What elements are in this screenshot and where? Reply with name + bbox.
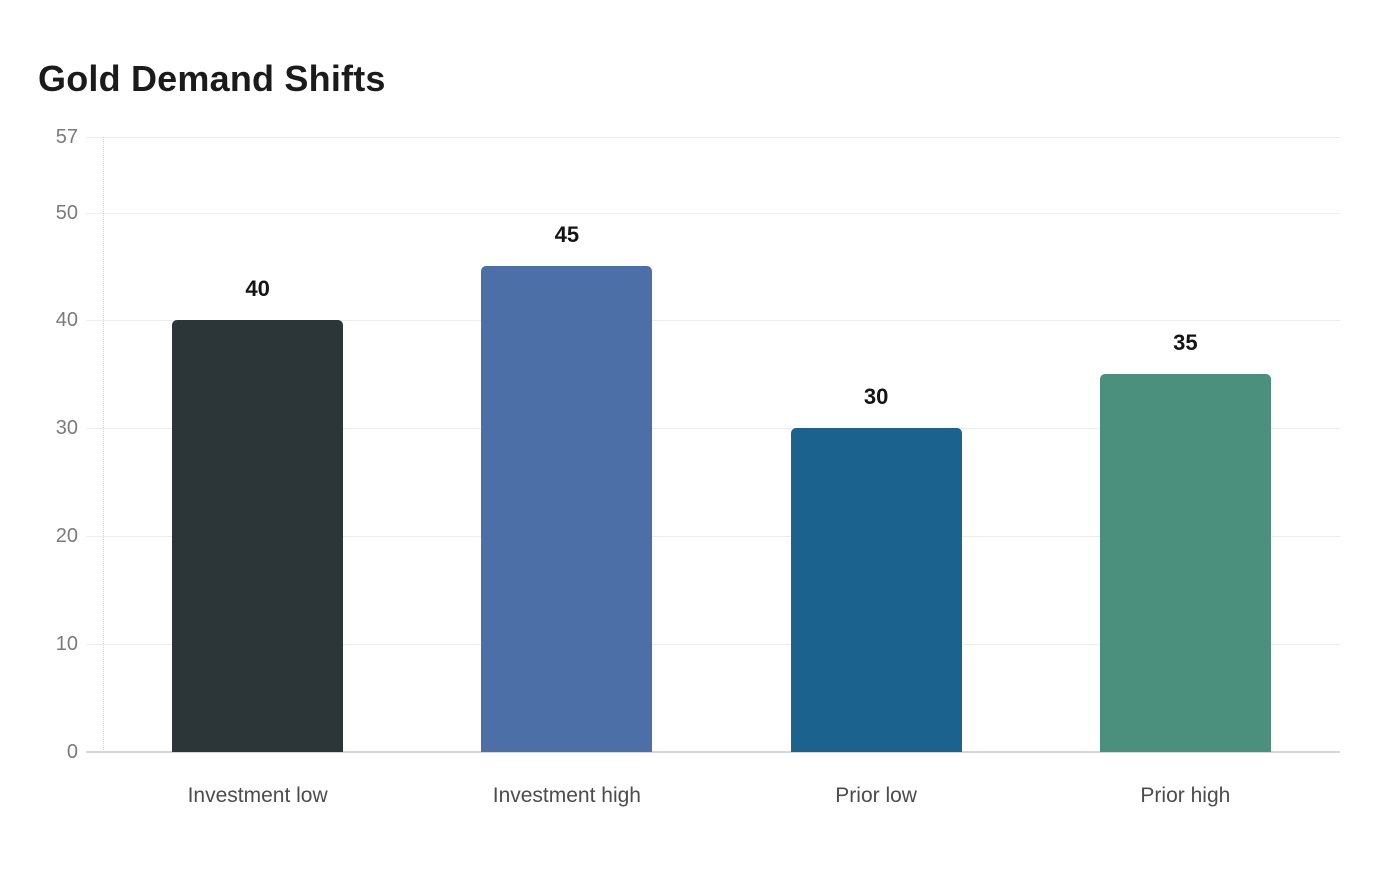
x-axis-label-prior-high: Prior high (1140, 784, 1231, 807)
gridline (86, 137, 1340, 138)
y-tick-label: 40 (55, 309, 78, 332)
y-tick-label: 0 (66, 741, 78, 763)
gridline (86, 536, 1340, 538)
y-tick-label: 10 (55, 633, 78, 656)
gridline (86, 212, 1340, 214)
x-axis-baseline (86, 751, 1340, 753)
bar-value-label-investment-low: 40 (245, 276, 270, 302)
bar-investment-low (172, 320, 344, 752)
gridline (86, 320, 1340, 322)
bar-value-label-prior-high: 35 (1173, 330, 1198, 356)
y-tick-label: 20 (55, 525, 78, 548)
y-tick-label: 30 (55, 417, 78, 440)
x-axis-label-investment-high: Investment high (492, 784, 641, 807)
chart-title: Gold Demand Shifts (38, 58, 386, 99)
y-tick-label: 57 (55, 126, 78, 148)
gridline (86, 428, 1340, 430)
x-axis-label-investment-low: Investment low (187, 784, 328, 807)
bar-prior-high (1099, 374, 1271, 752)
bar-prior-low (790, 428, 962, 752)
bar-value-label-investment-high: 45 (554, 222, 580, 248)
bar-investment-high (481, 266, 653, 752)
y-tick-label: 50 (55, 201, 78, 224)
x-axis-label-prior-low: Prior low (835, 784, 917, 807)
gridline (86, 644, 1340, 646)
bar-value-label-prior-low: 30 (863, 384, 889, 410)
y-axis-line (103, 137, 104, 752)
